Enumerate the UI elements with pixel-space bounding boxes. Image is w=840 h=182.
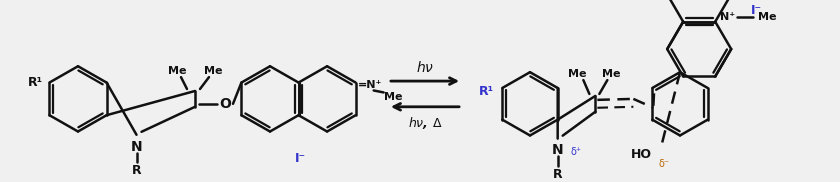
Text: Me: Me: [168, 66, 186, 76]
Text: δ⁻: δ⁻: [659, 159, 669, 169]
Text: Me: Me: [758, 12, 776, 22]
Text: N: N: [131, 140, 142, 154]
Text: $h\nu$: $h\nu$: [416, 60, 434, 75]
Text: R¹: R¹: [28, 76, 43, 89]
Text: $h\nu$, $\Delta$: $h\nu$, $\Delta$: [407, 115, 442, 131]
Text: Me: Me: [602, 69, 621, 79]
Text: Me: Me: [204, 66, 223, 76]
Text: R: R: [553, 168, 563, 181]
Text: R¹: R¹: [480, 85, 495, 98]
Text: Me: Me: [385, 92, 403, 102]
Text: N⁺: N⁺: [720, 12, 735, 22]
Text: I⁻: I⁻: [295, 152, 306, 165]
Text: Me: Me: [568, 69, 586, 79]
Text: R: R: [132, 164, 141, 177]
Text: N: N: [552, 143, 564, 157]
Text: δ⁺: δ⁺: [570, 147, 581, 157]
Text: HO: HO: [631, 148, 652, 161]
Text: I⁻: I⁻: [751, 4, 763, 17]
Text: =N⁺: =N⁺: [358, 80, 382, 90]
Text: O: O: [219, 97, 231, 111]
